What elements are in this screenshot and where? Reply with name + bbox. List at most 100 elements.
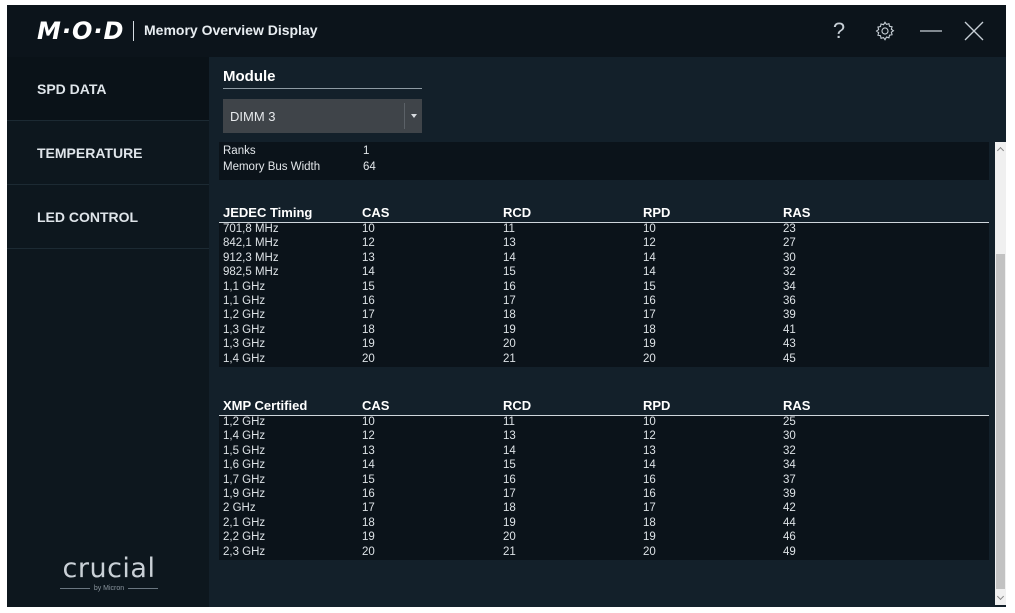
table-row: 912,3 MHz 13 14 14 30 bbox=[219, 252, 989, 266]
header-xmp-certified: XMP Certified bbox=[223, 398, 308, 413]
module-select-value: DIMM 3 bbox=[230, 109, 276, 124]
settings-button[interactable] bbox=[871, 17, 899, 45]
table-cell: 16 bbox=[503, 280, 516, 293]
table-cell: 30 bbox=[783, 251, 796, 264]
table-row: 1,6 GHz 14 15 14 34 bbox=[219, 459, 989, 473]
table-cell: 20 bbox=[362, 352, 375, 365]
table-cell: 16 bbox=[643, 295, 656, 307]
chevron-down-icon bbox=[410, 114, 417, 118]
chevron-down-icon bbox=[996, 592, 1005, 601]
table-cell: 45 bbox=[783, 352, 796, 365]
table-cell: 1,5 GHz bbox=[223, 444, 266, 457]
sidebar-divider bbox=[7, 184, 209, 185]
table-cell: 18 bbox=[503, 309, 516, 322]
table-cell: 17 bbox=[362, 309, 375, 322]
close-button[interactable] bbox=[960, 17, 988, 45]
table-cell: 10 bbox=[362, 416, 375, 428]
table-cell: 18 bbox=[503, 502, 516, 515]
table-row: 2,2 GHz 19 20 19 46 bbox=[219, 531, 989, 545]
table-cell: 27 bbox=[783, 237, 796, 250]
title-separator bbox=[133, 21, 134, 41]
table-cell: 13 bbox=[362, 251, 375, 264]
table-cell: 32 bbox=[783, 444, 796, 457]
scroll-down-button[interactable] bbox=[995, 591, 1006, 605]
table-cell: 19 bbox=[362, 531, 375, 544]
crucial-logo: crucial by Micron bbox=[49, 553, 169, 592]
table-row: 2,3 GHz 20 21 20 49 bbox=[219, 546, 989, 560]
sidebar-item-temperature[interactable]: TEMPERATURE bbox=[7, 121, 209, 185]
table-cell: 25 bbox=[783, 416, 796, 428]
table-cell: 701,8 MHz bbox=[223, 223, 279, 235]
table-cell: 1,4 GHz bbox=[223, 430, 266, 443]
table-row: 1,3 GHz 18 19 18 41 bbox=[219, 324, 989, 338]
spd-scroll-panel[interactable]: Ranks 1 Memory Bus Width 64 JEDEC Timing… bbox=[219, 142, 989, 605]
table-cell: 14 bbox=[503, 444, 516, 457]
table-cell: 19 bbox=[643, 531, 656, 544]
vertical-scrollbar[interactable] bbox=[995, 142, 1006, 605]
table-cell: 14 bbox=[362, 459, 375, 472]
table-row: 1,7 GHz 15 16 16 37 bbox=[219, 474, 989, 488]
table-cell: 21 bbox=[503, 545, 516, 558]
sidebar-divider bbox=[7, 248, 209, 249]
sidebar-item-spd-data[interactable]: SPD DATA bbox=[7, 57, 209, 121]
table-cell: 23 bbox=[783, 223, 796, 235]
table-cell: 12 bbox=[643, 237, 656, 250]
table-cell: 14 bbox=[643, 459, 656, 472]
table-cell: 15 bbox=[362, 473, 375, 486]
table-cell: 13 bbox=[503, 430, 516, 443]
app-title: Memory Overview Display bbox=[144, 22, 318, 38]
table-cell: 39 bbox=[783, 488, 796, 500]
table-cell: 2,3 GHz bbox=[223, 545, 266, 558]
sidebar-item-label: TEMPERATURE bbox=[37, 145, 143, 161]
table-row: 982,5 MHz 14 15 14 32 bbox=[219, 266, 989, 280]
table-cell: 982,5 MHz bbox=[223, 266, 279, 279]
table-cell: 10 bbox=[643, 223, 656, 235]
ranks-label: Ranks bbox=[223, 145, 256, 157]
table-cell: 912,3 MHz bbox=[223, 251, 279, 264]
close-icon bbox=[964, 21, 984, 41]
table-cell: 14 bbox=[362, 266, 375, 279]
table-cell: 14 bbox=[643, 266, 656, 279]
table-row: 1,4 GHz 12 13 12 30 bbox=[219, 430, 989, 444]
table-cell: 18 bbox=[362, 516, 375, 529]
header-ras: RAS bbox=[783, 205, 811, 220]
help-icon: ? bbox=[832, 18, 846, 43]
table-cell: 30 bbox=[783, 430, 796, 443]
table-row: 1,5 GHz 13 14 13 32 bbox=[219, 445, 989, 459]
module-select[interactable]: DIMM 3 bbox=[223, 99, 422, 133]
chevron-up-icon bbox=[996, 146, 1005, 155]
scrollbar-thumb[interactable] bbox=[996, 254, 1005, 589]
help-button[interactable]: ? bbox=[825, 17, 853, 45]
header-rcd: RCD bbox=[503, 398, 532, 413]
title-bar: M·O·D Memory Overview Display ? bbox=[7, 5, 1006, 57]
by-micron-text: by Micron bbox=[93, 585, 125, 592]
table-cell: 1,1 GHz bbox=[223, 280, 266, 293]
table-cell: 15 bbox=[503, 266, 516, 279]
table-cell: 10 bbox=[643, 416, 656, 428]
table-row: 2,1 GHz 18 19 18 44 bbox=[219, 517, 989, 531]
table-cell: 17 bbox=[643, 502, 656, 515]
table-cell: 16 bbox=[643, 473, 656, 486]
sidebar: SPD DATA TEMPERATURE LED CONTROL crucial… bbox=[7, 57, 209, 607]
scroll-up-button[interactable] bbox=[995, 142, 1006, 156]
table-cell: 1,3 GHz bbox=[223, 323, 266, 336]
table-cell: 11 bbox=[503, 416, 515, 428]
header-ras: RAS bbox=[783, 398, 811, 413]
table-cell: 13 bbox=[503, 237, 516, 250]
table-row: 1,1 GHz 16 17 16 36 bbox=[219, 295, 989, 309]
table-cell: 15 bbox=[503, 459, 516, 472]
minimize-button[interactable] bbox=[917, 17, 945, 45]
table-cell: 2,2 GHz bbox=[223, 531, 266, 544]
table-cell: 1,3 GHz bbox=[223, 338, 266, 351]
table-cell: 10 bbox=[362, 223, 375, 235]
dropdown-button[interactable] bbox=[404, 103, 422, 129]
table-cell: 44 bbox=[783, 516, 796, 529]
table-cell: 12 bbox=[362, 237, 375, 250]
table-cell: 842,1 MHz bbox=[223, 237, 279, 250]
table-row: 1,1 GHz 15 16 15 34 bbox=[219, 281, 989, 295]
table-cell: 18 bbox=[643, 323, 656, 336]
table-cell: 11 bbox=[503, 223, 515, 235]
sidebar-item-led-control[interactable]: LED CONTROL bbox=[7, 185, 209, 249]
mod-logo: M·O·D bbox=[37, 17, 125, 45]
table-cell: 20 bbox=[362, 545, 375, 558]
